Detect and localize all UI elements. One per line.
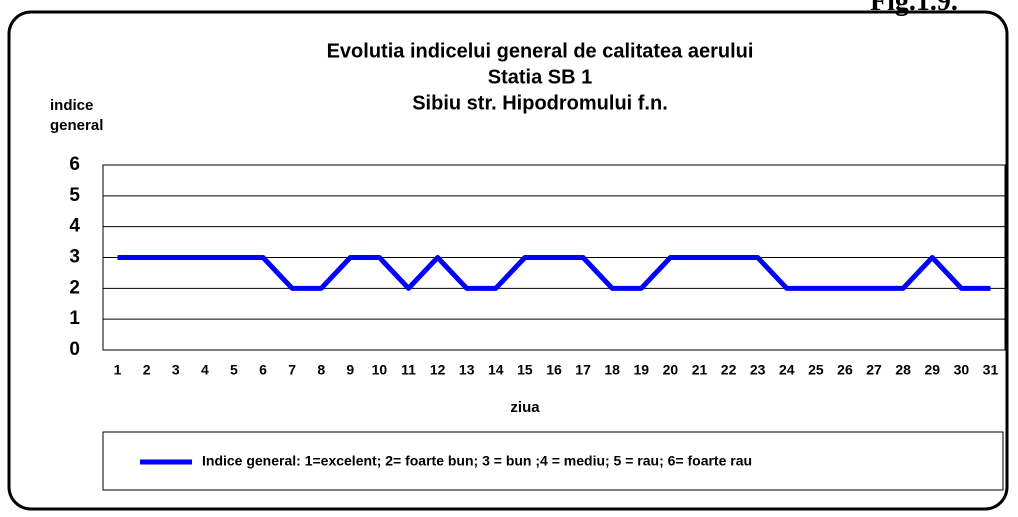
y-tick-label: 4 [69, 216, 80, 237]
y-tick-label: 6 [69, 154, 80, 175]
y-tick-label: 2 [69, 277, 80, 298]
x-tick-label: 21 [692, 362, 708, 378]
x-tick-label: 9 [346, 362, 354, 378]
frame [7, 10, 1009, 511]
x-tick-label: 14 [488, 362, 504, 378]
x-tick-label: 30 [954, 362, 970, 378]
y-axis-label: indice general [50, 97, 104, 134]
y-tick-label: 3 [69, 247, 80, 268]
x-tick-label: 29 [924, 362, 940, 378]
y-tick-label: 1 [69, 308, 80, 329]
x-tick-label: 22 [721, 362, 737, 378]
x-tick-label: 3 [172, 362, 180, 378]
x-tick-label: 10 [372, 362, 388, 378]
x-tick-label: 6 [259, 362, 267, 378]
x-tick-label: 24 [779, 362, 795, 378]
x-axis-label: ziua [510, 399, 540, 416]
x-tick-label: 17 [575, 362, 591, 378]
chart-subtitle: Statia SB 1 [488, 66, 592, 88]
x-tick-label: 26 [837, 362, 853, 378]
x-tick-label: 12 [430, 362, 446, 378]
chart-subtitle: Sibiu str. Hipodromului f.n. [412, 92, 668, 114]
x-tick-label: 27 [866, 362, 882, 378]
y-tick-label: 0 [69, 339, 80, 360]
y-tick-label: 5 [69, 185, 80, 206]
x-tick-label: 11 [401, 362, 416, 378]
x-tick-label: 23 [750, 362, 766, 378]
x-tick-label: 4 [201, 362, 209, 378]
legend-label: Indice general: 1=excelent; 2= foarte bu… [202, 453, 752, 469]
x-tick-label: 16 [546, 362, 562, 378]
x-tick-label: 31 [983, 362, 999, 378]
x-tick-label: 25 [808, 362, 824, 378]
data-line [117, 255, 991, 291]
legend-box [102, 431, 1004, 491]
x-tick-label: 19 [634, 362, 650, 378]
x-tick-label: 20 [663, 362, 679, 378]
x-tick-label: 15 [517, 362, 533, 378]
x-tick-label: 2 [143, 362, 151, 378]
x-tick-label: 5 [230, 362, 238, 378]
x-tick-label: 28 [895, 362, 911, 378]
x-tick-label: 8 [317, 362, 325, 378]
chart-title: Evolutia indicelui general de calitatea … [327, 40, 754, 62]
x-tick-label: 18 [604, 362, 620, 378]
x-tick-label: 13 [459, 362, 475, 378]
x-tick-label: 7 [288, 362, 296, 378]
x-tick-label: 1 [114, 362, 122, 378]
